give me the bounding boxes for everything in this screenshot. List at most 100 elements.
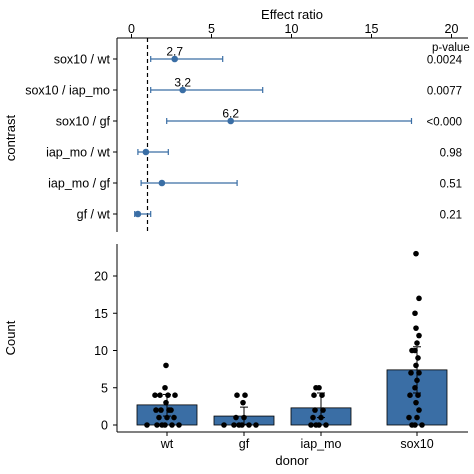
bar-x-tick-label: wt (160, 437, 174, 451)
data-point (234, 392, 240, 399)
bar-marks (136, 250, 448, 428)
data-point (416, 370, 422, 376)
estimate-label: 3.2 (174, 76, 191, 90)
forest-y-axis-label: contrast (3, 114, 18, 161)
data-point (415, 355, 421, 361)
data-point (412, 310, 418, 317)
contrast-label: iap_mo / wt (46, 146, 110, 160)
data-point (413, 362, 419, 369)
bar-group (386, 250, 448, 428)
bar-x-tick-label: iap_mo (301, 437, 342, 451)
data-point (163, 362, 169, 369)
data-point (144, 422, 150, 428)
bar-y-tick-label: 5 (101, 381, 108, 395)
estimate-point (171, 55, 178, 63)
contrast-label: sox10 / wt (54, 53, 111, 67)
forest-row: iap_mo / gf 0.51 (48, 177, 462, 191)
bar-x-tick-label: gf (239, 437, 250, 451)
bar-x-axis-label: donor (275, 453, 309, 468)
data-point (416, 295, 422, 302)
forest-row: gf / wt 0.21 (77, 208, 462, 222)
data-point (407, 392, 413, 399)
estimate-point (134, 210, 142, 218)
data-point (164, 414, 170, 421)
forest-x-axis: 0 5 10 15 20 (116, 22, 468, 232)
forest-row: sox10 / wt 2.7 0.0024 (54, 45, 463, 67)
data-point (241, 414, 247, 421)
forest-x-tick-label: 5 (208, 22, 215, 36)
data-point (412, 384, 418, 391)
bar-axes: 0 5 10 15 20 wt gf iap_mo sox10 (94, 244, 468, 451)
bar-y-axis-label: Count (3, 320, 18, 355)
p-value: 0.98 (440, 148, 462, 160)
bar-chart: donor Count 0 5 10 15 20 wt gf iap_mo sox10 (3, 244, 468, 468)
data-point (152, 392, 158, 399)
estimate-point (158, 179, 166, 187)
estimate-point (142, 148, 150, 156)
p-value: 0.51 (440, 179, 462, 191)
data-point (231, 422, 237, 428)
data-point (406, 414, 412, 421)
data-point (242, 392, 248, 399)
data-point (169, 422, 175, 428)
data-point (171, 414, 177, 421)
forest-x-tick-label: 10 (285, 22, 299, 36)
estimate-label: 2.7 (166, 45, 183, 59)
p-value: 0.21 (440, 210, 462, 222)
p-value: 0.0024 (427, 55, 463, 67)
data-point (310, 414, 316, 421)
data-point (414, 340, 420, 346)
forest-x-tick-label: 15 (365, 22, 379, 36)
estimate-point (227, 117, 234, 125)
data-point (153, 407, 159, 413)
data-point (233, 414, 239, 421)
data-point (409, 347, 415, 354)
p-value: <0.000 (427, 117, 463, 129)
data-point (414, 414, 420, 421)
data-point (172, 392, 178, 399)
data-point (308, 422, 314, 428)
data-point (415, 392, 421, 399)
data-point (159, 422, 165, 428)
data-point (312, 407, 318, 413)
contrast-label: sox10 / iap_mo (25, 84, 110, 98)
estimate-point (179, 86, 186, 94)
bar-y-tick-label: 10 (94, 344, 108, 358)
data-point (165, 392, 171, 399)
forest-row: sox10 / gf 6.2 <0.000 (56, 107, 462, 129)
forest-plot: Effect ratio contrast p-value 0 5 10 15 20 s… (3, 7, 470, 232)
data-point (408, 370, 414, 376)
data-point (236, 422, 242, 428)
data-point (240, 399, 246, 406)
data-point (413, 399, 419, 406)
data-point (158, 407, 164, 413)
data-point (414, 377, 420, 384)
estimate-label: 6.2 (222, 107, 239, 121)
data-point (409, 422, 415, 428)
data-point (313, 422, 319, 428)
data-point (413, 250, 419, 257)
forest-rows: sox10 / wt 2.7 0.0024 sox10 / iap_mo 3.2 0.00… (25, 45, 462, 222)
data-point (419, 422, 425, 428)
data-point (311, 392, 317, 399)
data-point (168, 407, 174, 413)
forest-row: sox10 / iap_mo 3.2 0.0077 (25, 76, 462, 98)
data-point (416, 407, 422, 413)
bar-group (290, 384, 352, 428)
data-point (318, 414, 324, 421)
bar-group (136, 362, 198, 428)
data-point (162, 384, 168, 391)
forest-x-tick-label: 0 (128, 22, 135, 36)
data-point (163, 399, 169, 406)
contrast-label: gf / wt (77, 208, 111, 222)
bar-group (213, 392, 275, 428)
contrast-label: iap_mo / gf (48, 177, 110, 191)
data-point (320, 407, 326, 413)
data-point (156, 414, 162, 421)
data-point (157, 392, 163, 399)
data-point (313, 384, 319, 391)
data-point (176, 422, 182, 428)
data-point (323, 422, 329, 428)
forest-x-axis-label: Effect ratio (261, 7, 323, 22)
